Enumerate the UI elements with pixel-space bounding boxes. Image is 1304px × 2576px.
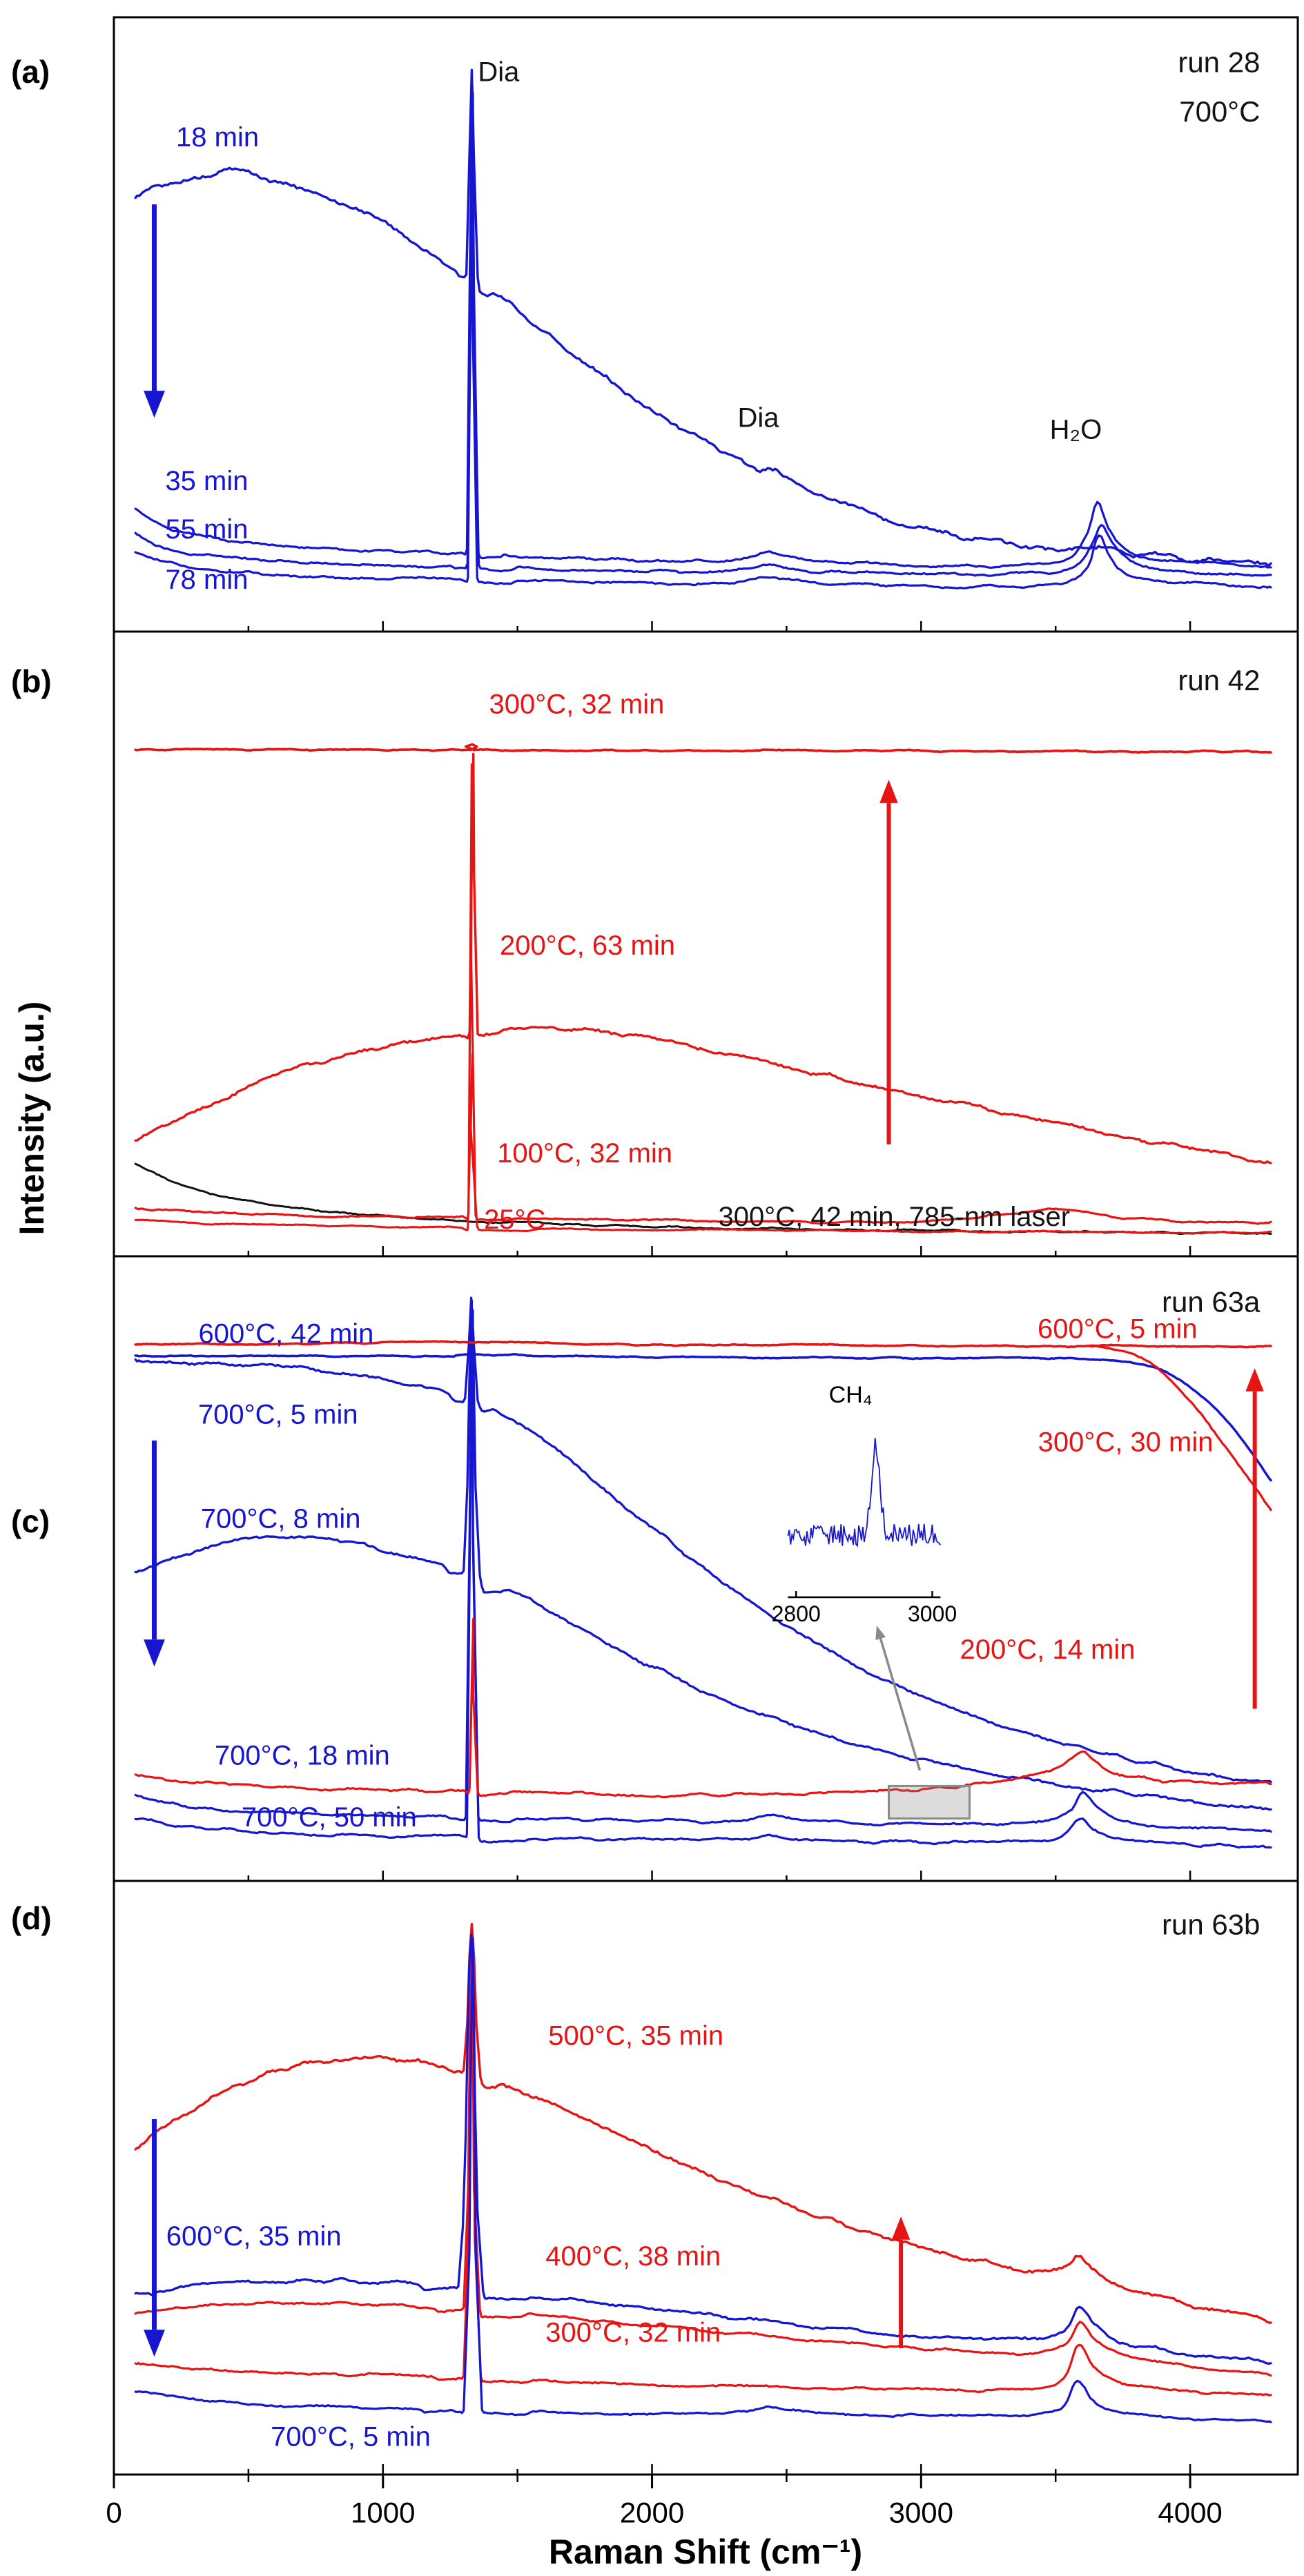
- series-400c-38min: [134, 1949, 1272, 2377]
- panel-a: run 28 700°C Dia Dia H₂O 18 min 35 min 55 min 78…: [113, 16, 1299, 633]
- curve-label-700-c-18-min: 700°C, 18 min: [215, 1741, 390, 1771]
- curve-label-700-c-5-min: 700°C, 5 min: [271, 2422, 431, 2452]
- panel-border: [113, 1880, 1299, 2476]
- inset-background: [788, 1374, 941, 1598]
- curve-label-dia: Dia: [478, 57, 520, 88]
- curve-label-55-min: 55 min: [165, 514, 248, 545]
- curve-label-300-c-32-min: 300°C, 32 min: [545, 2318, 721, 2348]
- series-300c-42min-785nm-laser: [134, 1162, 1272, 1236]
- panel-title-run-42: run 42: [1178, 664, 1260, 696]
- panel-label-c: (c): [11, 1503, 50, 1539]
- ch4-inset: 2800 3000 CH₄: [772, 1374, 957, 1626]
- series-18-min: [134, 68, 1272, 567]
- series-35-min: [134, 85, 1272, 569]
- curve-label-25-c: 25°C: [484, 1204, 545, 1235]
- arrow-head: [144, 1639, 165, 1667]
- series-700c-5min: [134, 1937, 1272, 2423]
- curve-label-600-c-5-min: 600°C, 5 min: [1038, 1314, 1198, 1344]
- series-600c-5min: [134, 1340, 1272, 1349]
- curve-label-700-c-5-min: 700°C, 5 min: [198, 1399, 358, 1430]
- panel-title-run-63b: run 63b: [1162, 1908, 1260, 1940]
- curve-label-200-c-14-min: 200°C, 14 min: [960, 1635, 1136, 1665]
- curve-label-35-min: 35 min: [165, 466, 248, 496]
- x-axis-tick-label: 2000: [620, 2497, 684, 2529]
- series-700c-8min: [134, 1315, 1272, 1811]
- series-100c-32min: [134, 763, 1272, 1225]
- inset-tick-label: 2800: [772, 1601, 821, 1626]
- x-axis-tick-label: 3000: [889, 2497, 953, 2529]
- arrow-head: [879, 779, 898, 803]
- panel-title-run-28: run 28: [1178, 46, 1260, 79]
- x-axis-title: Raman Shift (cm⁻¹): [548, 2533, 863, 2571]
- curve-label-600-c-35-min: 600°C, 35 min: [166, 2221, 342, 2252]
- arrow-head: [144, 391, 165, 418]
- arrow-head: [891, 2216, 911, 2240]
- inset-ch4-trace: [787, 1438, 942, 1548]
- series-600c-42min: [134, 1353, 1272, 1482]
- curve-label-100-c-32-min: 100°C, 32 min: [497, 1138, 672, 1169]
- panel-b: run 42 300°C, 32 min 200°C, 63 min 100°C, 3…: [113, 630, 1299, 1258]
- series-300c-32min: [134, 743, 1272, 754]
- series-200c-63min: [134, 752, 1272, 1164]
- series-600c-35min: [134, 1933, 1272, 2365]
- inset-tick-label: 3000: [908, 1601, 957, 1626]
- series-700c-18min: [134, 1299, 1272, 1833]
- panel-border: [113, 630, 1299, 1258]
- series-700c-50min: [134, 1309, 1272, 1849]
- series-300c-32min: [134, 1960, 1272, 2397]
- curve-label-18-min: 18 min: [176, 122, 259, 153]
- curve-label-300-c-42-min-785-nm-laser: 300°C, 42 min, 785-nm laser: [719, 1202, 1071, 1232]
- curve-label-300-c-32-min: 300°C, 32 min: [489, 689, 664, 719]
- panel-title-run-63a: run 63a: [1162, 1286, 1261, 1318]
- panel-c: 2800 3000 CH₄ run 63a 600°C, 42 min 700°C, 5 …: [113, 1255, 1299, 1882]
- curve-label-h-o: H₂O: [1050, 415, 1102, 445]
- curve-label-500-c-35-min: 500°C, 35 min: [548, 2021, 723, 2051]
- series-55-min: [134, 92, 1272, 577]
- panel-title-700-c: 700°C: [1179, 95, 1260, 128]
- zoom-region-box: [888, 1784, 971, 1820]
- panel-border: [113, 16, 1299, 633]
- panel-label-a: (a): [11, 54, 50, 90]
- panel-label-d: (d): [11, 1900, 52, 1936]
- arrow-head: [1245, 1368, 1264, 1392]
- x-axis-tick-label: 0: [106, 2497, 121, 2529]
- y-axis-title: Intensity (a.u.): [12, 1001, 51, 1236]
- x-axis-tick-label: 4000: [1158, 2497, 1222, 2529]
- curve-label-78-min: 78 min: [165, 565, 248, 595]
- arrow-head: [144, 2330, 165, 2357]
- inset-ch4-label: CH₄: [829, 1382, 873, 1408]
- series-300c-30min: [1087, 1344, 1272, 1512]
- curve-label-200-c-63-min: 200°C, 63 min: [500, 930, 675, 961]
- arrow-head: [875, 1626, 886, 1641]
- x-axis-tick-label: 1000: [351, 2497, 415, 2529]
- series-500c-35min: [134, 1922, 1272, 2324]
- curve-label-300-c-30-min: 300°C, 30 min: [1038, 1427, 1214, 1458]
- curve-label-dia: Dia: [737, 402, 779, 433]
- series-700c-5min: [134, 1296, 1272, 1784]
- series-78-min: [134, 99, 1272, 589]
- panel-label-b: (b): [11, 663, 52, 699]
- curve-label-600-c-42-min: 600°C, 42 min: [199, 1318, 374, 1349]
- curve-label-700-c-50-min: 700°C, 50 min: [242, 1802, 417, 1833]
- arrow-shaft: [879, 1638, 922, 1771]
- panel-d: run 63b 500°C, 35 min 600°C, 35 min 400°C, …: [113, 1880, 1299, 2476]
- x-axis: 0 1000 2000 3000 4000: [106, 2475, 1223, 2529]
- series-200c-14min: [134, 1617, 1272, 1799]
- curve-label-400-c-38-min: 400°C, 38 min: [545, 2241, 721, 2272]
- curve-label-700-c-8-min: 700°C, 8 min: [201, 1504, 361, 1534]
- series-25c: [134, 1053, 1272, 1235]
